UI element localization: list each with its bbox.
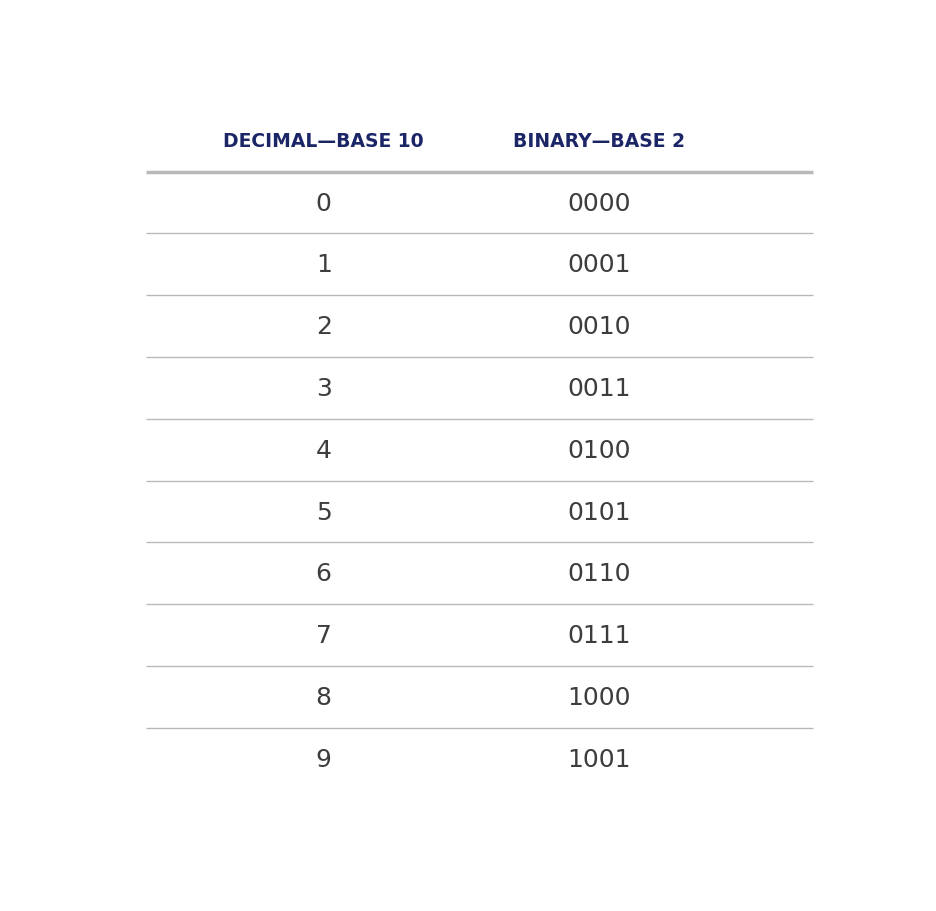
Text: 5: 5 [315,500,331,524]
Text: 1: 1 [315,253,331,277]
Text: 8: 8 [315,685,331,709]
Text: 0101: 0101 [567,500,631,524]
Text: 9: 9 [315,747,331,771]
Text: 0: 0 [315,191,331,215]
Text: 7: 7 [315,623,331,648]
Text: 2: 2 [315,315,331,339]
Text: 4: 4 [315,438,331,462]
Text: BINARY—BASE 2: BINARY—BASE 2 [513,131,685,150]
Text: 0010: 0010 [567,315,631,339]
Text: 0110: 0110 [567,562,631,586]
Text: DECIMAL—BASE 10: DECIMAL—BASE 10 [224,131,424,150]
Text: 0001: 0001 [567,253,631,277]
Text: 1000: 1000 [567,685,631,709]
Text: 0111: 0111 [567,623,631,648]
Text: 0000: 0000 [567,191,631,215]
Text: 0100: 0100 [567,438,631,462]
Text: 3: 3 [315,376,331,401]
Text: 0011: 0011 [567,376,631,401]
Text: 6: 6 [315,562,331,586]
Text: 1001: 1001 [567,747,631,771]
